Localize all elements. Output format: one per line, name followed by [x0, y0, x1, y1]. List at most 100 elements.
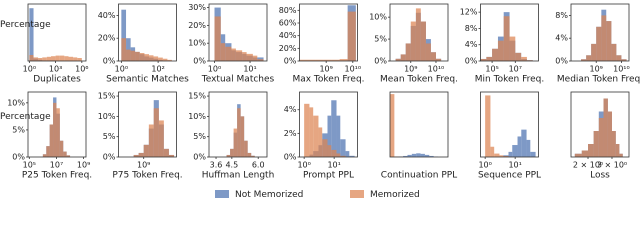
x-tick-label: 10⁵ — [485, 65, 498, 74]
bar — [411, 153, 417, 157]
bar — [214, 16, 221, 61]
y-tick-label: 0% — [193, 57, 206, 66]
bar — [512, 145, 518, 157]
x-tick-label: 3 × 10⁰ — [597, 161, 627, 170]
x-tick-label: 10⁰ — [208, 65, 221, 74]
bar — [64, 56, 69, 61]
bars — [133, 100, 175, 157]
axes-frame — [208, 3, 268, 62]
bar — [233, 128, 238, 157]
bar — [130, 50, 136, 61]
y-tick-label: 15% — [188, 92, 206, 101]
y-tick-label: 4% — [284, 105, 297, 114]
bar — [331, 100, 337, 157]
axes-frame — [299, 3, 358, 62]
bar — [167, 59, 172, 61]
bar — [77, 58, 82, 61]
bar — [591, 43, 597, 61]
bar — [611, 131, 616, 157]
bars — [121, 9, 172, 61]
bar — [596, 26, 602, 61]
bar — [347, 11, 356, 61]
bar — [149, 55, 154, 61]
axes-frame — [480, 3, 539, 62]
bar — [586, 55, 592, 61]
x-axis-title: Mean Token Freq. — [380, 75, 458, 85]
bar — [318, 127, 323, 157]
bar — [257, 59, 264, 61]
bar — [339, 59, 348, 61]
bar — [121, 9, 127, 61]
bar — [331, 59, 340, 61]
bar — [240, 116, 245, 157]
bars — [390, 94, 439, 157]
bar — [33, 57, 39, 61]
bar — [148, 124, 154, 157]
bar — [309, 107, 314, 157]
bar — [416, 153, 421, 157]
axes-frame — [570, 3, 630, 62]
x-tick-label: 10³ — [49, 65, 62, 74]
bars — [299, 5, 356, 61]
bar — [400, 54, 406, 61]
bar — [51, 56, 56, 61]
y-tick-label: 40% — [279, 31, 297, 40]
axes-frame — [27, 91, 87, 158]
x-axis-title: Min Token Freq. — [475, 75, 544, 85]
bar — [143, 144, 149, 157]
bar — [235, 50, 243, 61]
bar — [231, 48, 236, 61]
bar — [153, 56, 159, 61]
axes-frame — [118, 3, 177, 62]
bar — [313, 115, 319, 157]
bar — [425, 43, 431, 61]
legend-label: Memorized — [370, 190, 420, 200]
bar — [237, 108, 241, 157]
bar — [299, 59, 308, 61]
bar — [430, 52, 436, 61]
bar — [336, 153, 341, 157]
bar — [38, 58, 43, 61]
y-tick-label: 5% — [193, 132, 206, 141]
y-tick-label: 0% — [284, 153, 297, 162]
bar — [345, 151, 350, 157]
bars — [29, 8, 82, 61]
y-tick-label: 8% — [555, 11, 568, 20]
y-tick-label: 80% — [279, 6, 297, 15]
axes-frame — [570, 91, 630, 158]
y-tick-label: 30% — [188, 3, 206, 12]
bar — [53, 102, 57, 157]
x-axis-title: P25 Token Freq. — [22, 171, 92, 181]
x-axis-title: Median Token Freq. — [557, 75, 640, 85]
x-tick-label: 10⁰ — [115, 65, 128, 74]
x-tick-label: 10⁹ — [137, 161, 150, 170]
bar — [327, 145, 332, 157]
x-axis-title: P75 Token Freq. — [112, 171, 182, 181]
bar — [226, 154, 231, 157]
bar — [121, 38, 127, 61]
y-tick-label: 0% — [465, 57, 478, 66]
axes-frame — [389, 91, 449, 158]
bar — [304, 103, 310, 157]
x-tick-label: 10⁰ — [297, 161, 310, 170]
bars — [574, 98, 623, 157]
bars — [304, 100, 355, 157]
bar — [247, 152, 252, 157]
bar — [420, 21, 426, 61]
y-tick-label: 20% — [188, 21, 206, 30]
bar — [327, 115, 332, 157]
bar — [403, 155, 408, 157]
bar — [139, 53, 145, 61]
bar — [621, 59, 627, 61]
bar — [497, 40, 504, 61]
y-tick-label: 20% — [279, 44, 297, 53]
y-axis-title: Percentage — [0, 112, 51, 122]
bar — [420, 153, 425, 157]
x-tick-label: 10¹ — [327, 161, 340, 170]
bar — [509, 36, 516, 61]
bar — [429, 155, 434, 157]
